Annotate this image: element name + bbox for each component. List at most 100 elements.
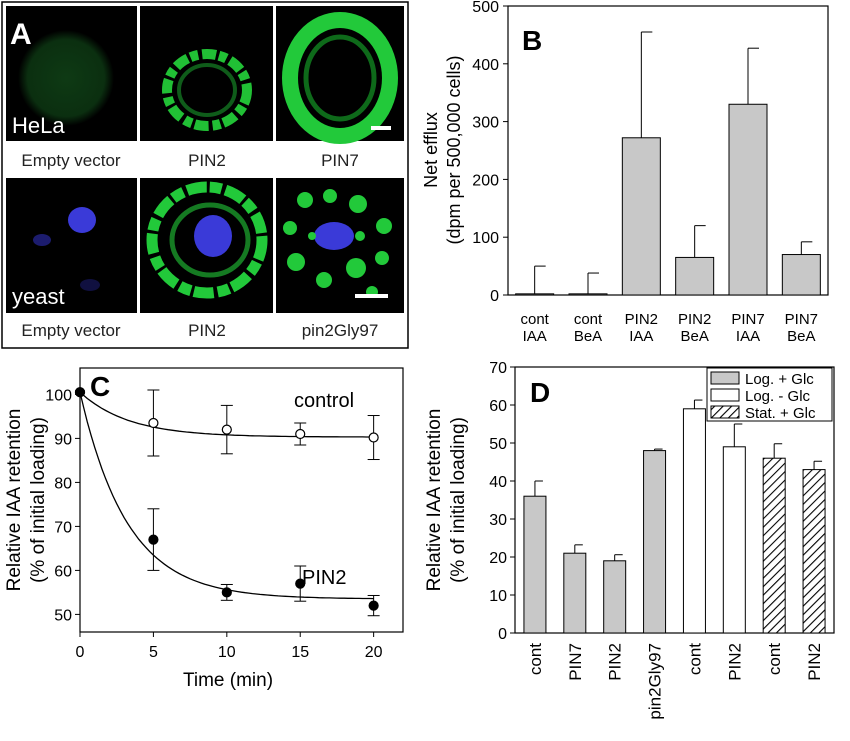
y-tick-label: 500 <box>472 0 499 16</box>
x-tick-label: 10 <box>218 644 236 661</box>
x-tick-label: cont <box>685 643 704 675</box>
bar <box>643 450 667 634</box>
panel-c-ylabel-line2: (% of initial loading) <box>28 417 49 583</box>
bar <box>563 552 587 634</box>
plot-frame <box>514 366 835 634</box>
y-tick-label: 60 <box>489 398 507 415</box>
data-point <box>368 432 379 443</box>
micrograph-hela-pin7 <box>276 6 404 144</box>
x-tick-label: cont <box>765 643 784 675</box>
series-label-pin2: PIN2 <box>302 567 346 589</box>
panel-d-chart: D Relative IAA retention (% of initial l… <box>424 360 835 720</box>
legend-swatch <box>710 371 740 385</box>
x-tick-label: 5 <box>149 644 158 661</box>
y-tick-label: 70 <box>489 360 507 377</box>
y-tick-label: 200 <box>472 172 499 189</box>
legend-swatch <box>710 388 740 402</box>
panel-c-letter: C <box>90 371 110 402</box>
x-tick-label: PIN2 <box>805 643 824 681</box>
legend-swatch <box>710 405 740 419</box>
bar <box>675 256 715 296</box>
panel-b-letter: B <box>522 25 542 56</box>
panel-b-ylabel-line1: Net efflux <box>421 112 441 188</box>
bar <box>515 293 555 296</box>
bar <box>621 137 661 296</box>
x-tick-label: BeA <box>680 328 708 345</box>
plot-frame <box>79 367 404 633</box>
micrograph-yeast-empty-vector <box>6 178 137 313</box>
hela-label: HeLa <box>12 113 65 138</box>
y-tick-label: 300 <box>472 115 499 132</box>
bar <box>568 293 608 296</box>
x-tick-label: PIN2 <box>725 643 744 681</box>
panel-c-xlabel: Time (min) <box>183 670 273 691</box>
data-point <box>148 534 159 545</box>
x-tick-label: cont <box>526 643 545 675</box>
bar <box>762 457 786 634</box>
bar <box>802 469 826 634</box>
legend-label: Log. - Glc <box>745 388 811 405</box>
x-tick-label: cont <box>520 311 549 328</box>
scale-bar <box>355 294 388 298</box>
bar <box>603 560 627 634</box>
panel-c-ylabel-line1: Relative IAA retention <box>4 409 25 592</box>
x-tick-label: PIN7 <box>785 311 818 328</box>
panel-c-chart: C Relative IAA retention (% of initial l… <box>4 367 404 691</box>
caption-hela-1: Empty vector <box>21 151 121 170</box>
y-tick-label: 70 <box>54 519 72 536</box>
caption-yeast-3: pin2Gly97 <box>302 321 379 340</box>
bar <box>523 495 547 634</box>
x-tick-label: 0 <box>76 644 85 661</box>
legend-label: Stat. + Glc <box>745 405 816 422</box>
data-point <box>148 417 159 429</box>
x-tick-label: PIN7 <box>731 311 764 328</box>
x-tick-label: 20 <box>365 644 383 661</box>
bar <box>682 408 706 634</box>
panel-b-chart: B Net efflux (dpm per 500,000 cells) 0 10… <box>421 0 829 345</box>
bar <box>722 446 746 634</box>
panel-d-ylabel-line1: Relative IAA retention <box>424 409 445 592</box>
y-tick-label: 20 <box>489 550 507 567</box>
y-tick-label: 100 <box>45 387 72 404</box>
y-tick-label: 30 <box>489 512 507 529</box>
x-tick-label: PIN2 <box>678 311 711 328</box>
x-tick-label: PIN2 <box>606 643 625 681</box>
x-tick-label: IAA <box>629 328 653 345</box>
legend-label: Log. + Glc <box>745 371 814 388</box>
y-tick-label: 10 <box>489 588 507 605</box>
y-tick-label: 60 <box>54 563 72 580</box>
x-tick-label: IAA <box>523 328 547 345</box>
data-point <box>368 600 379 611</box>
y-tick-label: 50 <box>489 436 507 453</box>
x-tick-label: PIN2 <box>625 311 658 328</box>
y-tick-label: 80 <box>54 475 72 492</box>
caption-hela-2: PIN2 <box>188 151 226 170</box>
y-tick-label: 400 <box>472 57 499 74</box>
data-point <box>74 387 86 398</box>
x-tick-label: BeA <box>787 328 815 345</box>
y-tick-label: 90 <box>54 431 72 448</box>
scale-bar <box>371 126 391 130</box>
micrograph-hela-empty-vector <box>6 6 137 141</box>
panel-d-letter: D <box>530 377 550 408</box>
data-point <box>295 578 306 589</box>
plot-frame <box>507 5 829 296</box>
x-tick-label: pin2Gly97 <box>646 643 665 720</box>
micrograph-hela-pin2 <box>140 6 273 141</box>
x-tick-label: IAA <box>736 328 760 345</box>
yeast-label: yeast <box>12 284 65 309</box>
micrograph-yeast-pin2gly97 <box>276 178 404 313</box>
y-tick-label: 100 <box>472 230 499 247</box>
y-tick-label: 0 <box>490 288 499 305</box>
bar <box>728 103 768 296</box>
y-tick-label: 50 <box>54 607 72 624</box>
caption-hela-3: PIN7 <box>321 151 359 170</box>
caption-yeast-2: PIN2 <box>188 321 226 340</box>
data-point <box>221 424 232 435</box>
x-tick-label: PIN7 <box>566 643 585 681</box>
x-tick-label: BeA <box>574 328 602 345</box>
panel-a-letter: A <box>10 18 32 51</box>
panel-b-ylabel-line2: (dpm per 500,000 cells) <box>444 55 464 244</box>
y-tick-label: 40 <box>489 474 507 491</box>
